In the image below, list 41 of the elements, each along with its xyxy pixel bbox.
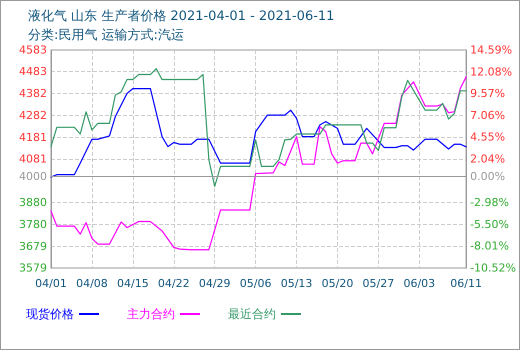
chart-title: 液化气 山东 生产者价格 2021-04-01 - 2021-06-11 [28,9,334,24]
y2-tick-label: -2.98% [470,196,510,210]
y-tick-label: 4483 [19,65,47,78]
y2-tick-label: -5.50% [470,218,510,231]
y2-tick-label: 4.55% [470,130,506,144]
x-tick-label: 04/08 [76,277,108,290]
x-tick-label: 05/13 [280,277,312,290]
y2-tick-label: 14.59% [470,44,512,56]
line-series [50,88,467,178]
y-tick-label: 4382 [19,87,47,100]
y-tick-label: 3880 [19,196,47,210]
x-tick-label: 05/20 [322,277,354,290]
x-tick-label: 04/29 [198,277,231,290]
y2-tick-label: -10.52% [470,262,516,274]
line-series [50,76,467,250]
y-tick-label: 4181 [19,130,47,144]
legend-label: 最近合约 [228,307,276,321]
y-tick-label: 4081 [19,152,47,166]
x-tick-label: 04/01 [35,277,67,290]
y2-tick-label: 12.08% [470,65,512,78]
y-tick-label: 4282 [19,108,47,122]
legend-label: 主力合约 [127,307,175,321]
y-tick-label: 4000 [19,170,47,184]
y2-tick-label: 2.04% [470,152,506,166]
line-series [50,68,467,187]
legend-label: 现货价格 [26,307,74,321]
chart-subtitle: 分类:民用气 运输方式:汽运 [28,27,184,43]
x-tick-label: 05/27 [362,277,394,290]
y-tick-label: 3679 [19,240,47,253]
y2-tick-label: -8.01% [470,240,510,253]
x-tick-label: 06/11 [450,277,482,290]
y-tick-label: 4583 [19,44,47,56]
x-tick-label: 06/03 [403,277,436,290]
y2-tick-label: 7.06% [470,108,506,122]
x-tick-label: 04/15 [116,277,149,290]
y-tick-label: 3579 [19,262,47,274]
y2-tick-label: 0.00% [470,170,506,184]
y2-tick-label: 9.57% [470,87,506,100]
x-tick-label: 05/06 [240,277,272,290]
y-tick-label: 3780 [19,218,47,231]
x-tick-label: 04/22 [158,277,190,290]
